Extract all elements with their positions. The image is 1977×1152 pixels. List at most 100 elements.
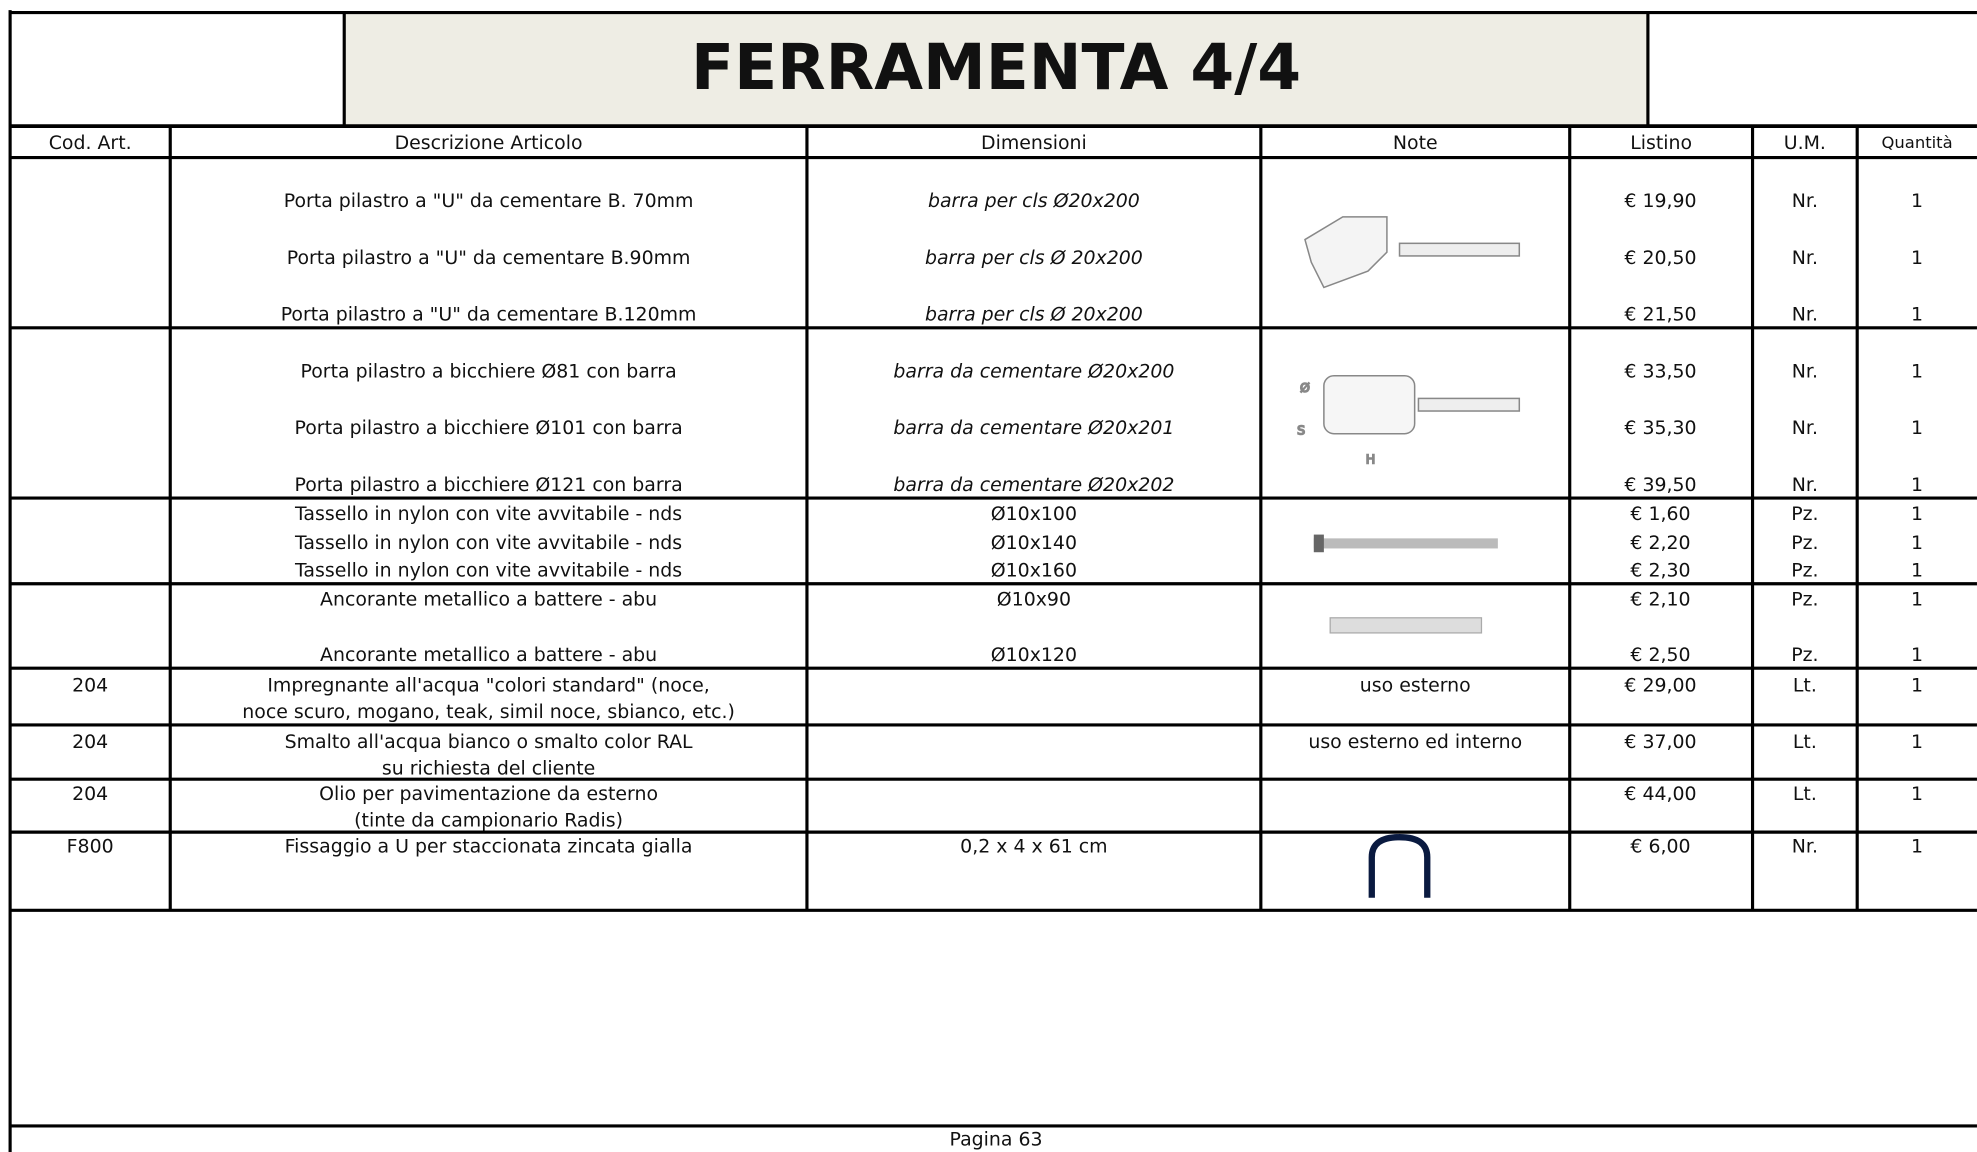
dimension: Ø10x120 xyxy=(991,644,1077,666)
grid xyxy=(10,126,1977,912)
quantity: 1 xyxy=(1911,304,1923,326)
quantity: 1 xyxy=(1911,417,1923,439)
description: Impregnante all'acqua "colori standard" … xyxy=(267,674,709,696)
description: Tassello in nylon con vite avvitabile - … xyxy=(294,503,682,525)
unit: Pz. xyxy=(1791,503,1818,525)
quantity: 1 xyxy=(1911,190,1923,212)
dimension: Ø10x160 xyxy=(991,560,1077,582)
svg-text:S: S xyxy=(1297,423,1305,438)
image-anchor xyxy=(1313,534,1498,553)
description: su richiesta del cliente xyxy=(382,758,595,780)
quantity: 1 xyxy=(1911,644,1923,666)
quantity: 1 xyxy=(1911,836,1923,858)
column-header: U.M. xyxy=(1784,132,1826,154)
image-anchor-metal xyxy=(1329,617,1483,634)
page-number: Pagina 63 xyxy=(950,1128,1043,1150)
unit: Lt. xyxy=(1793,731,1817,753)
dimension: barra per cls Ø 20x200 xyxy=(925,247,1143,269)
unit: Nr. xyxy=(1792,417,1818,439)
price: € 1,60 xyxy=(1630,503,1690,525)
quantity: 1 xyxy=(1911,360,1923,382)
svg-text:Ø: Ø xyxy=(1300,380,1310,395)
unit: Nr. xyxy=(1792,190,1818,212)
quantity: 1 xyxy=(1911,560,1923,582)
image-u-clip xyxy=(1368,834,1431,898)
description: (tinte da campionario Radis) xyxy=(354,809,623,831)
unit: Pz. xyxy=(1791,644,1818,666)
price: € 37,00 xyxy=(1624,731,1696,753)
unit: Nr. xyxy=(1792,474,1818,496)
dimension: barra per cls Ø20x200 xyxy=(928,190,1140,212)
image-cup: Ø S H xyxy=(1296,374,1521,467)
quantity: 1 xyxy=(1911,731,1923,753)
description: Porta pilastro a "U" da cementare B.120m… xyxy=(281,304,697,326)
unit: Pz. xyxy=(1791,589,1818,611)
price: € 6,00 xyxy=(1630,836,1690,858)
image-u-bracket xyxy=(1304,216,1521,289)
note: uso esterno xyxy=(1360,674,1471,696)
price: € 44,00 xyxy=(1624,783,1696,805)
quantity: 1 xyxy=(1911,674,1923,696)
unit: Nr. xyxy=(1792,360,1818,382)
description: noce scuro, mogano, teak, simil noce, sb… xyxy=(242,701,735,723)
price: € 35,30 xyxy=(1624,417,1696,439)
price: € 2,50 xyxy=(1630,644,1690,666)
description: Porta pilastro a bicchiere Ø81 con barra xyxy=(301,360,677,382)
price: € 21,50 xyxy=(1624,304,1696,326)
price: € 19,90 xyxy=(1624,190,1696,212)
description: Porta pilastro a bicchiere Ø101 con barr… xyxy=(294,417,682,439)
unit: Lt. xyxy=(1793,783,1817,805)
quantity: 1 xyxy=(1911,783,1923,805)
unit: Nr. xyxy=(1792,304,1818,326)
price: € 2,20 xyxy=(1630,532,1690,554)
price: € 20,50 xyxy=(1624,247,1696,269)
description: Porta pilastro a bicchiere Ø121 con barr… xyxy=(294,474,682,496)
code: 204 xyxy=(72,783,108,805)
column-header: Cod. Art. xyxy=(49,132,132,154)
dimension: Ø10x90 xyxy=(997,589,1071,611)
description: Ancorante metallico a battere - abu xyxy=(320,589,657,611)
note: uso esterno ed interno xyxy=(1308,731,1522,753)
title-box xyxy=(344,12,1648,127)
frame xyxy=(8,10,1977,1152)
description: Fissaggio a U per staccionata zincata gi… xyxy=(285,836,693,858)
description: Tassello in nylon con vite avvitabile - … xyxy=(294,532,682,554)
description: Porta pilastro a "U" da cementare B. 70m… xyxy=(284,190,694,212)
quantity: 1 xyxy=(1911,589,1923,611)
dimension: barra per cls Ø 20x200 xyxy=(925,304,1143,326)
price: € 33,50 xyxy=(1624,360,1696,382)
quantity: 1 xyxy=(1911,474,1923,496)
svg-text:H: H xyxy=(1366,452,1375,467)
unit: Pz. xyxy=(1791,560,1818,582)
description: Porta pilastro a "U" da cementare B.90mm xyxy=(287,247,691,269)
dimension: barra da cementare Ø20x200 xyxy=(893,360,1174,382)
column-header: Quantità xyxy=(1882,133,1953,152)
title: FERRAMENTA 4/4 xyxy=(691,30,1301,104)
dimension: Ø10x140 xyxy=(991,532,1077,554)
column-header: Dimensioni xyxy=(981,132,1087,154)
code: 204 xyxy=(72,674,108,696)
quantity: 1 xyxy=(1911,247,1923,269)
description: Smalto all'acqua bianco o smalto color R… xyxy=(285,731,693,753)
quantity: 1 xyxy=(1911,503,1923,525)
column-header: Note xyxy=(1393,132,1438,154)
dimension: 0,2 x 4 x 61 cm xyxy=(960,836,1107,858)
unit: Lt. xyxy=(1793,674,1817,696)
description: Ancorante metallico a battere - abu xyxy=(320,644,657,666)
price: € 39,50 xyxy=(1624,474,1696,496)
dimension: Ø10x100 xyxy=(991,503,1077,525)
unit: Nr. xyxy=(1792,247,1818,269)
column-header: Listino xyxy=(1630,132,1692,154)
column-header: Descrizione Articolo xyxy=(395,132,583,154)
dimension: barra da cementare Ø20x202 xyxy=(893,474,1174,496)
description: Tassello in nylon con vite avvitabile - … xyxy=(294,560,682,582)
price: € 29,00 xyxy=(1624,674,1696,696)
price: € 2,10 xyxy=(1630,589,1690,611)
dimension: barra da cementare Ø20x201 xyxy=(893,417,1174,439)
price: € 2,30 xyxy=(1630,560,1690,582)
description: Olio per pavimentazione da esterno xyxy=(319,783,658,805)
unit: Pz. xyxy=(1791,532,1818,554)
quantity: 1 xyxy=(1911,532,1923,554)
code: F800 xyxy=(67,836,114,858)
